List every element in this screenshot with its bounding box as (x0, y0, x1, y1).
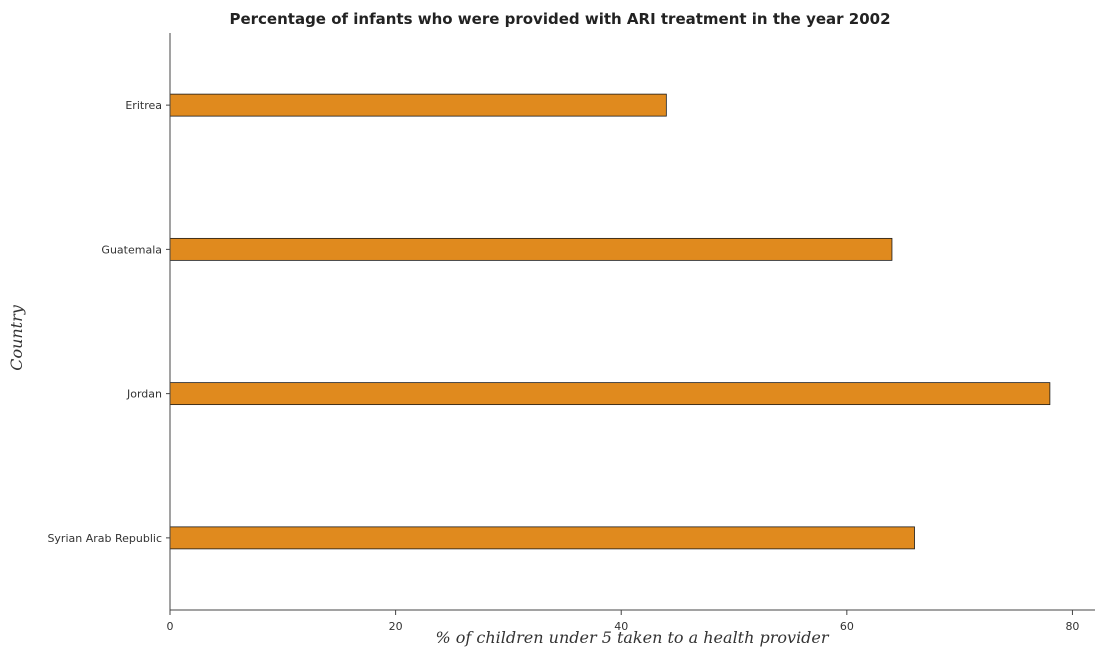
x-tick-label: 0 (167, 620, 174, 633)
plot-area: Eritrea Guatemala Jordan Syrian Arab Republ… (47, 33, 1095, 633)
bar-guatemala (169, 237, 893, 261)
x-tick-label: 60 (840, 620, 854, 633)
y-tick-label: Jordan (126, 388, 162, 401)
x-tick-label: 40 (614, 620, 628, 633)
y-tick-label: Guatemala (101, 243, 162, 256)
bar-jordan (169, 382, 1051, 406)
chart-title: Percentage of infants who were provided … (229, 10, 890, 28)
y-tick-label: Eritrea (125, 99, 162, 112)
x-axis-label: % of children under 5 taken to a health … (435, 628, 829, 647)
bar-eritrea (169, 93, 667, 117)
y-axis-label: Country (7, 304, 26, 371)
x-tick-label: 20 (389, 620, 403, 633)
x-tick-label: 80 (1065, 620, 1079, 633)
y-tick-label: Syrian Arab Republic (47, 532, 162, 545)
bar-syrian-arab-republic (169, 526, 915, 550)
